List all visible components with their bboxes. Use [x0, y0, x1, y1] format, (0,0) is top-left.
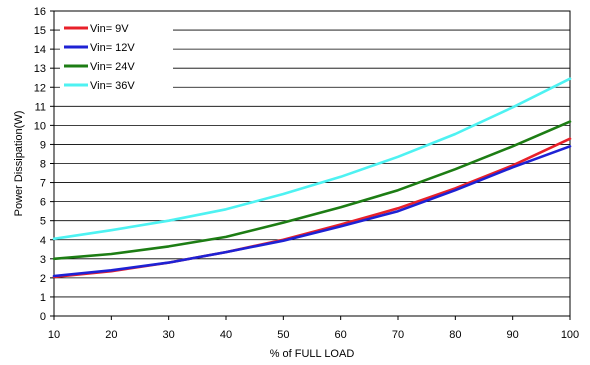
series-line-1 — [52, 137, 572, 279]
x-tick-label: 80 — [449, 329, 461, 341]
y-tick-label: 11 — [35, 101, 46, 113]
x-tick-label: 100 — [561, 329, 579, 341]
y-tick-label: 0 — [40, 311, 46, 323]
y-tick-label: 10 — [34, 120, 46, 132]
y-tick-label: 15 — [34, 25, 46, 37]
y-tick-label: 12 — [34, 82, 46, 94]
series-line-3 — [52, 120, 572, 261]
y-tick-label: 5 — [40, 216, 46, 228]
legend-label: Vin= 24V — [90, 61, 135, 73]
series-line-4 — [52, 77, 572, 241]
y-tick-label: 7 — [40, 178, 46, 190]
x-tick-label: 30 — [163, 329, 175, 341]
y-tick-label: 9 — [40, 139, 46, 151]
y-axis-title: Power Dissipation(W) — [13, 111, 25, 217]
series-lines — [52, 77, 572, 279]
y-tick-label: 16 — [34, 6, 46, 18]
y-tick-label: 3 — [40, 254, 46, 266]
y-tick-label: 14 — [34, 44, 46, 56]
y-tick-label: 13 — [34, 63, 46, 75]
x-axis-title: % of FULL LOAD — [270, 348, 355, 360]
y-tick-label: 8 — [40, 159, 46, 171]
legend-label: Vin= 9V — [90, 23, 129, 35]
y-tick-label: 4 — [40, 235, 46, 247]
y-tick-label: 2 — [40, 273, 46, 285]
legend: Vin= 9V Vin= 12V Vin= 24V Vin= 36V — [60, 18, 173, 98]
y-tick-label: 1 — [40, 292, 46, 304]
legend-label: Vin= 12V — [90, 42, 135, 54]
x-tick-label: 10 — [48, 329, 60, 341]
x-tick-label: 50 — [277, 329, 289, 341]
x-tick-label: 60 — [335, 329, 347, 341]
x-tick-labels: 10 20 30 40 50 60 70 80 90 100 — [48, 329, 579, 341]
x-tick-label: 40 — [220, 329, 232, 341]
series-line-2 — [52, 145, 572, 278]
x-tick-label: 20 — [105, 329, 117, 341]
y-tick-label: 6 — [40, 197, 46, 209]
plot-frame — [53, 10, 571, 317]
axes — [50, 10, 571, 320]
x-tick-label: 70 — [392, 329, 404, 341]
legend-label: Vin= 36V — [90, 80, 135, 92]
x-tick-label: 90 — [507, 329, 519, 341]
